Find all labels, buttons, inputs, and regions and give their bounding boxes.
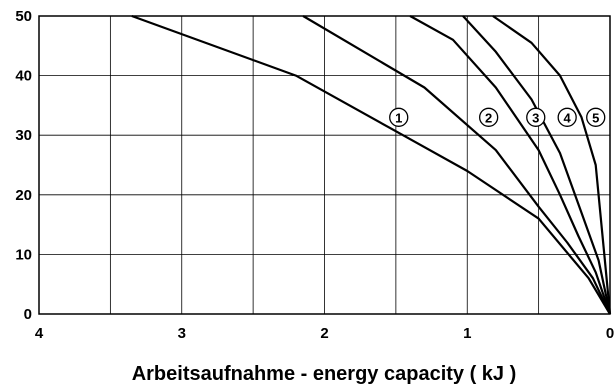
curve-label-1: 1	[389, 107, 409, 127]
x-tick-label: 3	[178, 325, 186, 342]
curve-label-number: 1	[395, 110, 402, 125]
curve-label-number: 5	[592, 110, 599, 125]
y-tick-label: 40	[15, 68, 32, 85]
x-tick-label: 1	[463, 325, 471, 342]
x-tick-label: 4	[35, 325, 44, 342]
curve-label-circle	[526, 107, 546, 127]
curve-series-3	[409, 15, 612, 315]
plot-frame	[38, 15, 611, 315]
curve-series-2	[302, 15, 611, 315]
curve-label-number: 3	[532, 110, 539, 125]
curve-label-4: 4	[557, 107, 577, 127]
y-tick-label: 50	[15, 8, 32, 25]
curve-labels: 1 2 3 4 5	[389, 107, 606, 127]
x-tick-labels: 4 3 2 1 0	[35, 325, 614, 342]
curve-label-circle	[479, 107, 499, 127]
y-tick-label: 20	[15, 187, 32, 204]
x-axis-title: Arbeitsaufnahme - energy capacity ( kJ )	[132, 363, 517, 385]
curve-label-circle	[586, 107, 606, 127]
curve-series-1	[131, 14, 611, 315]
curve-label-circle	[389, 107, 409, 127]
y-tick-label: 30	[15, 127, 32, 144]
curve-label-3: 3	[526, 107, 546, 127]
curve-series-5	[492, 15, 612, 315]
y-tick-label: 0	[24, 306, 32, 323]
curve-label-5: 5	[586, 107, 606, 127]
x-tick-label: 0	[606, 325, 614, 342]
y-tick-labels: 0 10 20 30 40 50	[15, 8, 32, 323]
curve-series-4	[462, 15, 612, 315]
y-tick-label: 10	[15, 246, 32, 263]
curve-label-2: 2	[479, 107, 499, 127]
grid-lines	[39, 16, 610, 314]
curve-layer	[131, 14, 612, 315]
x-tick-label: 2	[320, 325, 328, 342]
curve-label-circle	[557, 107, 577, 127]
curve-label-number: 2	[485, 110, 492, 125]
curve-label-number: 4	[564, 110, 572, 125]
